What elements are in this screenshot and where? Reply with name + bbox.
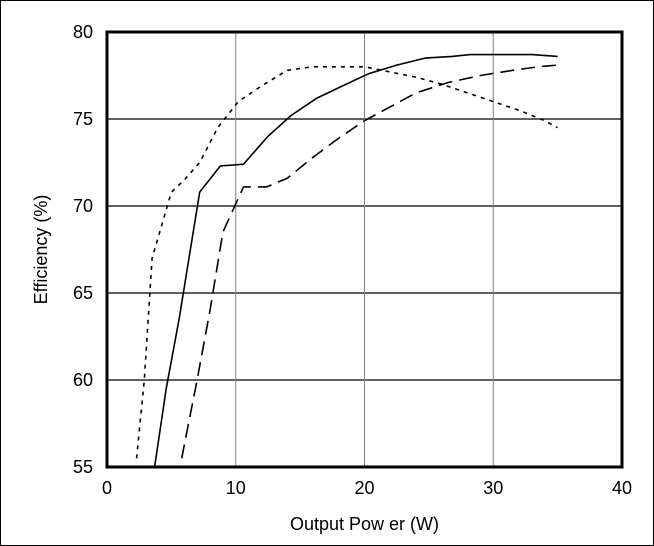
tick-labels: 55 60 65 70 75 80 0 10 20 30 40 bbox=[73, 22, 632, 498]
y-tick-label: 60 bbox=[73, 370, 93, 390]
y-tick-label: 70 bbox=[73, 196, 93, 216]
y-axis-label: Efficiency (%) bbox=[31, 195, 51, 305]
series-group bbox=[135, 53, 558, 468]
y-tick-label: 75 bbox=[73, 109, 93, 129]
x-tick-label: 20 bbox=[354, 478, 374, 498]
x-tick-label: 0 bbox=[102, 478, 112, 498]
y-tick-label: 65 bbox=[73, 283, 93, 303]
grid-lines bbox=[107, 32, 622, 467]
y-tick-label: 80 bbox=[73, 22, 93, 42]
series-line-dashed bbox=[180, 64, 558, 459]
series-line-solid bbox=[153, 53, 558, 468]
x-axis-label: Output Pow er (W) bbox=[290, 514, 439, 534]
series-line-dotted bbox=[135, 66, 558, 459]
plot-border bbox=[105, 30, 624, 469]
x-tick-label: 40 bbox=[612, 478, 632, 498]
x-tick-label: 10 bbox=[226, 478, 246, 498]
y-tick-label: 55 bbox=[73, 457, 93, 477]
x-tick-label: 30 bbox=[483, 478, 503, 498]
